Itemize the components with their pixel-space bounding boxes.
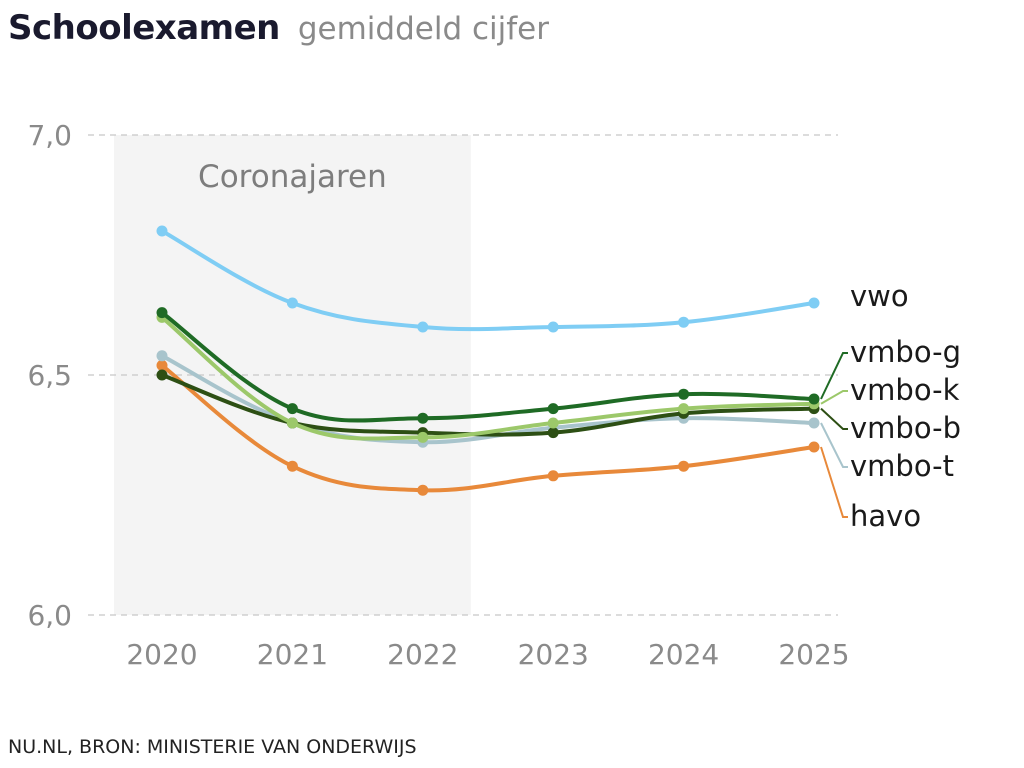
- series-label-vmbo-b: vmbo-b: [850, 411, 961, 445]
- leader-line-havo: [820, 446, 848, 518]
- chart-header: Schoolexamen gemiddeld cijfer: [8, 8, 549, 48]
- data-point-vmbo-b: [547, 427, 559, 439]
- data-point-vmbo-g: [156, 307, 168, 319]
- data-point-vmbo-g: [547, 403, 559, 415]
- data-point-vmbo-g: [417, 412, 429, 424]
- leader-line-vmbo-b: [820, 407, 848, 430]
- data-point-havo: [678, 460, 690, 472]
- data-point-vmbo-b: [156, 369, 168, 381]
- data-point-vmbo-k: [286, 417, 298, 429]
- leader-line-vmbo-t: [820, 422, 848, 468]
- series-line-vmbo-k: [160, 315, 816, 441]
- leader-line-vmbo-k: [820, 390, 848, 405]
- series-line-vmbo-t: [160, 353, 816, 445]
- data-point-vmbo-t: [808, 417, 820, 429]
- source-note: NU.NL, BRON: MINISTERIE VAN ONDERWIJS: [8, 736, 417, 758]
- leader-line-vmbo-g: [820, 352, 848, 400]
- data-point-vmbo-k: [547, 417, 559, 429]
- chart-title: Schoolexamen: [8, 8, 280, 48]
- data-point-vmbo-t: [156, 350, 168, 362]
- data-point-vmbo-g: [286, 403, 298, 415]
- data-point-vmbo-k: [678, 403, 690, 415]
- series-label-vmbo-k: vmbo-k: [850, 373, 960, 407]
- data-point-vwo: [547, 321, 559, 333]
- x-tick-label: 2022: [387, 638, 458, 671]
- series-vwo: [156, 225, 820, 333]
- series-havo: [156, 359, 820, 496]
- data-point-vmbo-g: [808, 393, 820, 405]
- gridlines: [88, 134, 838, 616]
- data-point-vwo: [156, 225, 168, 237]
- data-point-vwo: [417, 321, 429, 333]
- x-tick-label: 2024: [648, 638, 719, 671]
- series-label-havo: havo: [850, 499, 921, 533]
- series-line-vwo: [160, 229, 816, 332]
- series-lines: [156, 225, 820, 496]
- x-tick-label: 2023: [518, 638, 589, 671]
- chart-subtitle: gemiddeld cijfer: [297, 11, 549, 47]
- data-point-havo: [808, 441, 820, 453]
- data-point-havo: [286, 460, 298, 472]
- data-point-havo: [547, 470, 559, 482]
- data-point-vmbo-k: [417, 431, 429, 443]
- x-tick-label: 2020: [126, 638, 197, 671]
- data-point-vwo: [286, 297, 298, 309]
- x-axis-ticks: 2020 2021 2022 2023 2024 2025: [126, 638, 849, 671]
- data-point-havo: [156, 359, 168, 371]
- series-label-vmbo-t: vmbo-t: [850, 449, 954, 483]
- y-tick-label: 6,0: [27, 599, 72, 632]
- series-label-vwo: vwo: [850, 279, 909, 313]
- data-point-vmbo-g: [678, 388, 690, 400]
- data-point-vwo: [808, 297, 820, 309]
- x-tick-label: 2025: [778, 638, 849, 671]
- series-label-vmbo-g: vmbo-g: [850, 335, 961, 369]
- series-line-havo: [160, 363, 816, 493]
- series-line-vmbo-g: [160, 310, 816, 423]
- series-labels: vwo vmbo-g vmbo-k vmbo-b vmbo-t havo: [820, 279, 961, 533]
- corona-years-label: Coronajaren: [198, 159, 387, 195]
- data-point-havo: [417, 484, 429, 496]
- data-point-vwo: [678, 316, 690, 328]
- x-tick-label: 2021: [257, 638, 328, 671]
- y-tick-label: 7,0: [27, 119, 72, 152]
- series-line-vmbo-b: [160, 373, 816, 437]
- y-tick-label: 6,5: [27, 359, 72, 392]
- series-vmbo-g: [156, 307, 820, 424]
- y-axis-ticks: 6,0 6,5 7,0: [27, 119, 72, 632]
